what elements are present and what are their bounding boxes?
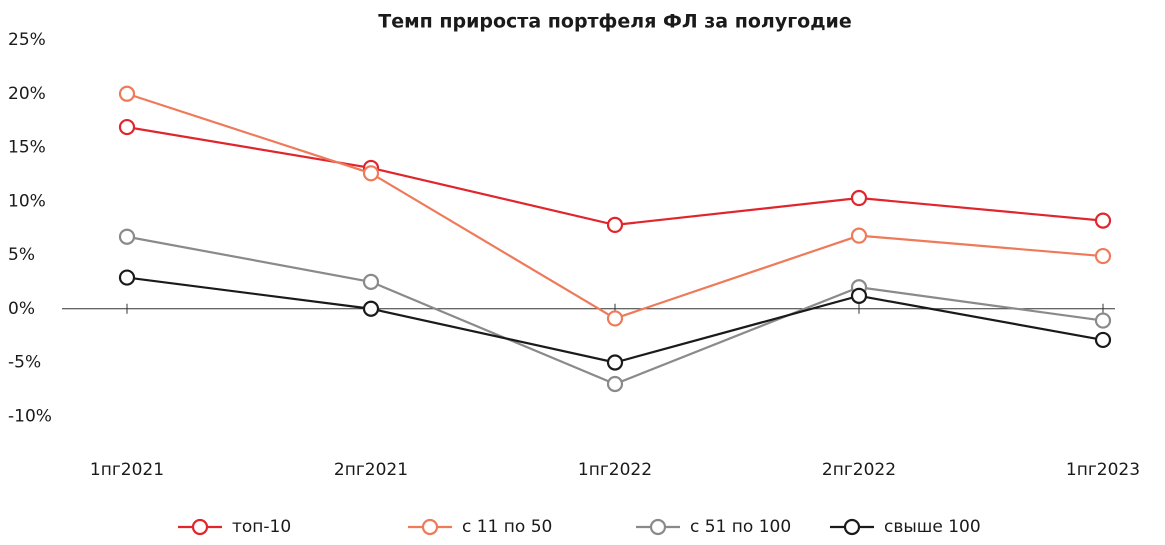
point bbox=[606, 216, 624, 233]
point bbox=[362, 300, 380, 317]
y-tick-label: 15% bbox=[8, 138, 46, 158]
x-tick-label: 1пг2023 bbox=[1066, 460, 1140, 480]
y-tick-label: -10% bbox=[8, 406, 52, 426]
point bbox=[850, 287, 868, 304]
x-tick-label: 2пг2021 bbox=[334, 460, 408, 480]
legend-label: топ-10 bbox=[232, 517, 291, 537]
point bbox=[118, 85, 136, 102]
y-tick-label: 25% bbox=[8, 30, 46, 50]
point bbox=[606, 354, 624, 371]
legend-label: с 51 по 100 bbox=[690, 517, 791, 537]
x-tick-label: 1пг2021 bbox=[90, 460, 164, 480]
y-tick-label: 20% bbox=[8, 84, 46, 104]
point bbox=[606, 310, 624, 327]
legend-label: с 11 по 50 bbox=[462, 517, 552, 537]
x-tick-label: 1пг2022 bbox=[578, 460, 652, 480]
y-tick-label: -5% bbox=[8, 353, 41, 373]
point bbox=[1094, 212, 1112, 229]
point bbox=[118, 269, 136, 286]
x-tick-label: 2пг2022 bbox=[822, 460, 896, 480]
legend-marker bbox=[843, 518, 861, 536]
point bbox=[1094, 247, 1112, 265]
legend-label: свыше 100 bbox=[884, 517, 981, 537]
point bbox=[118, 228, 136, 245]
point bbox=[362, 273, 380, 290]
point bbox=[362, 165, 380, 182]
point bbox=[1094, 312, 1112, 329]
y-tick-label: 10% bbox=[8, 191, 46, 211]
point bbox=[1094, 331, 1112, 349]
legend-marker bbox=[191, 518, 209, 536]
point bbox=[850, 227, 868, 244]
point bbox=[606, 375, 624, 393]
point bbox=[118, 118, 136, 136]
legend-marker bbox=[649, 518, 667, 536]
legend-marker bbox=[421, 518, 439, 536]
y-tick-label: 5% bbox=[8, 245, 35, 265]
chart-title: Темп прироста портфеля ФЛ за полугодие bbox=[378, 11, 852, 33]
point bbox=[850, 189, 868, 207]
y-tick-label: 0% bbox=[8, 299, 35, 319]
